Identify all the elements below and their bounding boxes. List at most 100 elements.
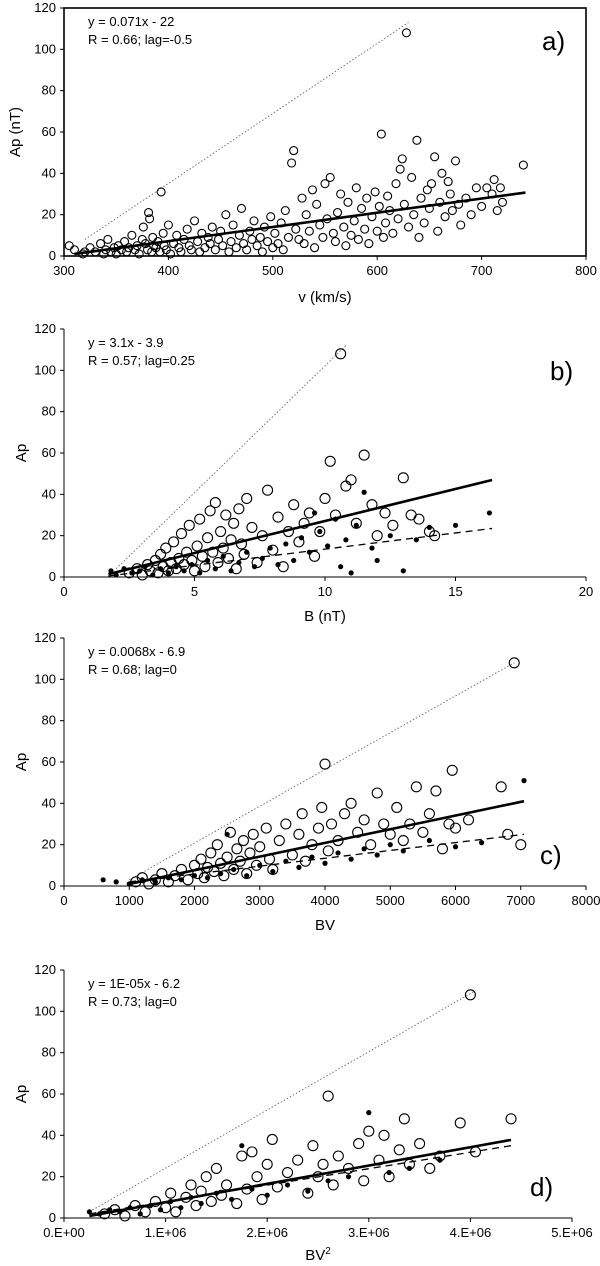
data-point bbox=[134, 249, 144, 259]
data-point bbox=[103, 234, 113, 245]
data-point bbox=[220, 509, 232, 521]
data-point-filled bbox=[251, 564, 258, 570]
data-point-filled bbox=[283, 541, 289, 547]
data-point bbox=[360, 224, 370, 234]
data-point bbox=[379, 507, 391, 519]
y-tick-label: 80 bbox=[42, 713, 56, 728]
data-point-filled bbox=[178, 877, 185, 883]
data-point-filled bbox=[204, 875, 211, 881]
data-point bbox=[95, 239, 106, 249]
y-tick-label: 20 bbox=[42, 207, 56, 222]
data-point bbox=[200, 1171, 212, 1183]
data-point bbox=[224, 247, 234, 257]
data-point bbox=[450, 156, 461, 166]
upper-envelope-line bbox=[89, 990, 476, 1213]
data-point bbox=[445, 189, 455, 199]
fit-equation-line: R = 0.73; lag=0 bbox=[88, 994, 177, 1009]
data-point bbox=[309, 550, 321, 562]
data-point bbox=[184, 241, 194, 251]
data-point bbox=[345, 797, 357, 809]
data-point bbox=[353, 234, 363, 245]
data-point bbox=[215, 525, 227, 538]
data-point-filled bbox=[296, 864, 302, 871]
upper-envelope-line bbox=[129, 662, 515, 881]
data-point-filled bbox=[244, 873, 250, 879]
data-point bbox=[341, 241, 351, 251]
data-point bbox=[210, 1162, 222, 1174]
x-tick-label: 7000 bbox=[506, 893, 535, 908]
data-point bbox=[430, 785, 442, 797]
data-point bbox=[325, 818, 338, 830]
data-point bbox=[280, 818, 292, 830]
data-point bbox=[175, 528, 187, 540]
data-point-filled bbox=[264, 1192, 270, 1198]
data-point bbox=[397, 472, 409, 484]
data-point-filled bbox=[361, 489, 367, 495]
data-point bbox=[194, 513, 206, 525]
data-point bbox=[294, 234, 304, 245]
data-point bbox=[183, 519, 195, 531]
data-point bbox=[144, 208, 154, 218]
x-tick-label: 8000 bbox=[572, 893, 600, 908]
data-point-filled bbox=[348, 856, 354, 862]
y-tick-label: 80 bbox=[42, 83, 56, 98]
data-point bbox=[350, 517, 362, 529]
data-point bbox=[255, 232, 265, 242]
data-point bbox=[398, 1113, 410, 1125]
regression-line bbox=[89, 1138, 512, 1218]
data-point bbox=[119, 1210, 131, 1222]
data-point bbox=[244, 847, 256, 859]
data-point bbox=[358, 814, 370, 826]
data-point bbox=[327, 1179, 339, 1191]
data-point bbox=[278, 245, 288, 255]
x-axis-label: BV2 bbox=[305, 1246, 331, 1264]
panel-label: c) bbox=[540, 840, 562, 870]
data-point bbox=[381, 218, 391, 228]
x-tick-label: 500 bbox=[262, 263, 284, 278]
data-point bbox=[393, 214, 403, 224]
data-point bbox=[241, 492, 253, 505]
data-point bbox=[174, 243, 184, 253]
data-point bbox=[211, 839, 223, 851]
data-point-filled bbox=[150, 572, 156, 578]
data-point bbox=[339, 222, 349, 232]
y-axis-label: Ap bbox=[13, 444, 30, 462]
fit-equation-line: R = 0.68; lag=0 bbox=[88, 662, 177, 677]
data-point bbox=[205, 1195, 217, 1208]
y-tick-label: 20 bbox=[42, 837, 56, 852]
x-tick-label: 3.E+06 bbox=[348, 1225, 390, 1240]
data-point bbox=[314, 525, 326, 538]
data-point bbox=[358, 449, 370, 461]
chart-panel-2: 0 20 40 60 80 100 120 0 5 10 15 20 B (nT) Ap y = 3.1x … bbox=[13, 321, 593, 625]
data-point bbox=[273, 834, 285, 847]
x-tick-label: 0 bbox=[60, 893, 67, 908]
data-point bbox=[307, 185, 318, 195]
data-point bbox=[343, 197, 353, 207]
data-point-filled bbox=[426, 837, 432, 844]
data-point bbox=[322, 1090, 334, 1102]
data-point bbox=[231, 243, 241, 253]
data-point-filled bbox=[343, 537, 349, 543]
y-tick-label: 120 bbox=[34, 962, 56, 977]
data-point bbox=[356, 203, 367, 214]
data-point bbox=[281, 1166, 294, 1179]
data-point bbox=[160, 542, 172, 554]
y-tick-label: 120 bbox=[34, 630, 56, 645]
data-point bbox=[289, 146, 299, 156]
data-point bbox=[165, 1187, 177, 1199]
data-point bbox=[388, 228, 398, 238]
data-point-filled bbox=[406, 1165, 413, 1171]
data-point bbox=[492, 205, 502, 216]
data-point bbox=[172, 230, 182, 240]
data-point-filled bbox=[486, 510, 493, 516]
data-point bbox=[365, 839, 377, 851]
data-point-filled bbox=[348, 570, 354, 576]
x-tick-label: 20 bbox=[579, 584, 593, 599]
data-point bbox=[221, 210, 231, 220]
panel-label: b) bbox=[550, 356, 573, 386]
data-point bbox=[127, 230, 137, 240]
data-point-filled bbox=[386, 1169, 392, 1176]
data-point bbox=[370, 187, 380, 197]
data-point bbox=[142, 245, 153, 255]
data-point bbox=[495, 183, 505, 193]
